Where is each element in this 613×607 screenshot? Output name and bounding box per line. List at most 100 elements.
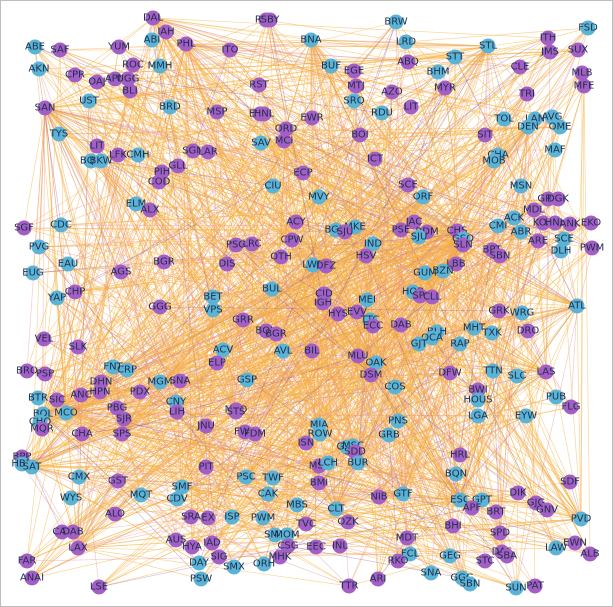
airport-node[interactable]: PSG <box>226 237 246 253</box>
airport-node[interactable]: EUG <box>22 265 44 281</box>
airport-node[interactable]: FDM <box>244 426 266 442</box>
airport-node[interactable]: AKN <box>29 61 50 77</box>
airport-node[interactable]: CHA <box>71 426 93 442</box>
airport-node[interactable]: MAF <box>544 142 566 158</box>
airport-node[interactable]: EGE <box>344 63 364 79</box>
airport-node[interactable]: LFK <box>109 147 127 163</box>
airport-node[interactable]: STL <box>479 38 497 54</box>
airport-node[interactable]: BKW <box>90 153 113 169</box>
airport-node[interactable]: SPI <box>412 288 428 304</box>
airport-node[interactable]: MDT <box>396 530 419 546</box>
airport-node[interactable]: IAH <box>157 24 175 40</box>
airport-node[interactable]: GRK <box>488 303 510 319</box>
airport-node[interactable]: BLI <box>122 83 138 99</box>
airport-node[interactable]: PDX <box>130 384 151 400</box>
airport-node[interactable]: ESC <box>450 492 470 508</box>
airport-node[interactable]: ECP <box>293 165 313 181</box>
airport-node[interactable]: VPS <box>203 302 223 318</box>
airport-node[interactable]: CHP <box>65 284 86 300</box>
airport-node[interactable]: GNV <box>536 502 558 518</box>
airport-node[interactable]: CMX <box>68 469 91 485</box>
airport-node[interactable]: WYS <box>60 490 82 506</box>
airport-node[interactable]: SMF <box>172 479 193 495</box>
airport-node[interactable]: RKO <box>388 553 409 569</box>
airport-node[interactable]: TWF <box>261 470 284 486</box>
airport-node[interactable]: LRC <box>242 236 262 252</box>
airport-node[interactable]: ACK <box>504 210 525 226</box>
airport-node[interactable]: CLE <box>511 59 530 75</box>
airport-node[interactable]: VEL <box>35 331 54 347</box>
airport-node[interactable]: CIU <box>264 178 282 194</box>
airport-node[interactable]: EKO <box>581 215 601 231</box>
airport-node[interactable]: MGM <box>147 374 173 390</box>
airport-node[interactable]: SCE <box>398 177 418 193</box>
airport-node[interactable]: SNA <box>170 373 191 389</box>
airport-node[interactable]: FCL <box>401 546 420 562</box>
airport-node[interactable]: ORD <box>275 121 298 137</box>
airport-node[interactable]: SRQ <box>343 93 365 109</box>
airport-node[interactable]: PVD <box>571 511 592 527</box>
airport-node[interactable]: UST <box>79 93 100 109</box>
airport-node[interactable]: RST <box>249 77 270 93</box>
airport-node[interactable]: INL <box>332 538 348 554</box>
airport-node[interactable]: FAR <box>18 553 37 569</box>
airport-node[interactable]: BUR <box>347 455 369 471</box>
airport-node[interactable]: BRO <box>16 363 38 379</box>
airport-node[interactable]: ABE <box>25 39 45 55</box>
airport-node[interactable]: CMI <box>489 218 508 234</box>
airport-node[interactable]: DLH <box>551 243 572 259</box>
airport-node[interactable]: GST <box>108 473 129 489</box>
airport-node[interactable]: ICT <box>367 151 384 167</box>
airport-node[interactable]: OZK <box>337 514 359 530</box>
airport-node[interactable]: BUF <box>321 58 341 74</box>
airport-node[interactable]: SIG <box>210 549 228 565</box>
airport-node[interactable]: ORH <box>253 556 275 572</box>
airport-node[interactable]: SGF <box>14 220 34 236</box>
airport-node[interactable]: MHK <box>269 549 292 565</box>
airport-node[interactable]: DGK <box>547 191 569 207</box>
airport-node[interactable]: EYW <box>515 408 537 424</box>
airport-node[interactable]: OAK <box>365 355 387 371</box>
airport-node[interactable]: YUM <box>107 39 130 55</box>
airport-node[interactable]: GRR <box>232 312 254 328</box>
airport-node[interactable]: ELM <box>126 196 147 212</box>
airport-node[interactable]: DRO <box>517 323 540 339</box>
airport-node[interactable]: MFE <box>574 78 595 94</box>
airport-node[interactable]: BRW <box>384 14 408 30</box>
airport-node[interactable]: DAY <box>189 555 210 571</box>
airport-node[interactable]: SLK <box>69 339 88 355</box>
airport-node[interactable]: MMH <box>148 58 173 74</box>
airport-node[interactable]: SBA <box>497 548 517 564</box>
airport-node[interactable]: MBS <box>286 497 308 513</box>
airport-node[interactable]: BZN <box>432 263 454 279</box>
airport-node[interactable]: SCE <box>554 231 574 247</box>
airport-node[interactable]: SPS <box>113 426 132 442</box>
airport-node[interactable]: RDU <box>371 105 393 121</box>
airport-node[interactable]: ARE <box>528 233 548 249</box>
airport-node[interactable]: ANK <box>560 216 581 232</box>
airport-node[interactable]: ITH <box>540 30 557 46</box>
airport-node[interactable]: BHM <box>426 64 450 80</box>
airport-node[interactable]: PSE <box>392 222 411 238</box>
airport-node[interactable]: EVV <box>347 304 367 320</box>
airport-node[interactable]: LWB <box>302 257 324 273</box>
airport-node[interactable]: JNU <box>196 418 215 434</box>
airport-node[interactable]: PIT <box>198 459 214 475</box>
airport-node[interactable]: EEC <box>306 539 326 555</box>
airport-node[interactable]: GPT <box>472 492 493 508</box>
airport-node[interactable]: SPD <box>490 525 510 541</box>
airport-node[interactable]: HRL <box>450 447 470 463</box>
airport-node[interactable]: PHL <box>176 36 196 52</box>
airport-node[interactable]: GRB <box>378 427 400 443</box>
airport-node[interactable]: SBN <box>460 576 481 592</box>
airport-node[interactable]: MOB <box>482 153 506 169</box>
airport-node[interactable]: MCI <box>275 133 294 149</box>
airport-node[interactable]: AZO <box>381 84 403 100</box>
airport-node[interactable]: MTJ <box>347 78 365 94</box>
airport-node[interactable]: DIK <box>509 485 527 501</box>
airport-node[interactable]: DAB <box>62 524 84 540</box>
airport-node[interactable]: CPR <box>65 67 85 83</box>
airport-node[interactable]: PSW <box>190 571 212 587</box>
airport-node[interactable]: LSE <box>90 579 108 595</box>
airport-node[interactable]: MHT <box>463 320 486 336</box>
